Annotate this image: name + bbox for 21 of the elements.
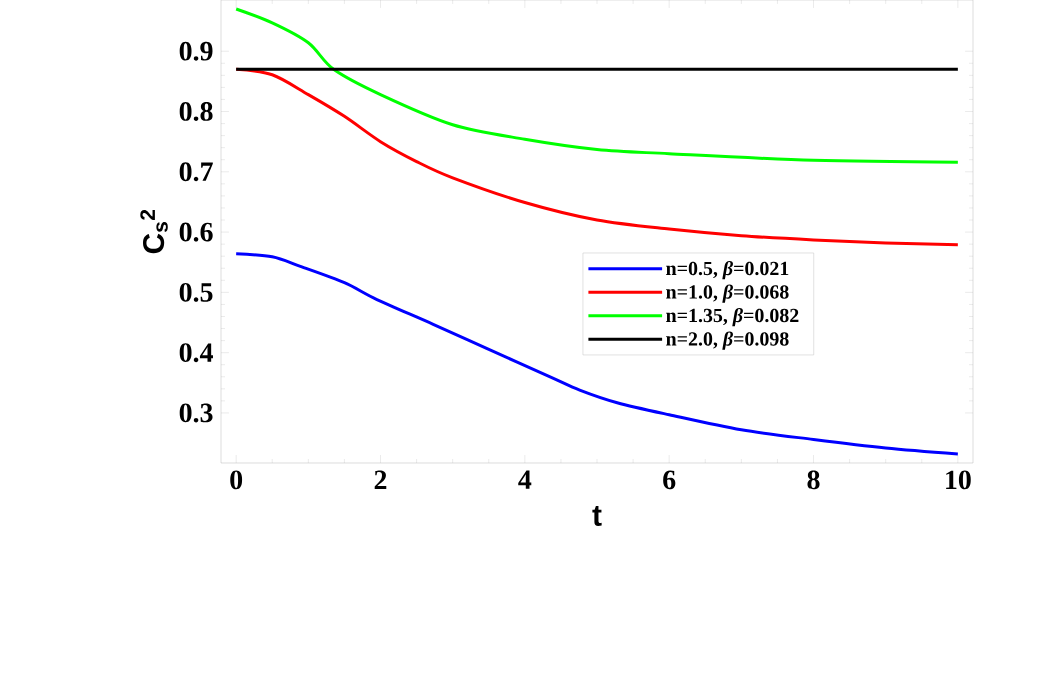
legend-label: n=2.0, β=0.098 xyxy=(666,331,789,350)
x-tick-label: 6 xyxy=(663,470,676,490)
line-series xyxy=(234,7,960,164)
y-tick-label: 0.8 xyxy=(179,102,213,121)
x-tick-label: 8 xyxy=(807,470,820,490)
legend-label: n=1.0, β=0.068 xyxy=(666,284,789,303)
x-tick-label: 4 xyxy=(518,470,532,489)
x-tick-label: 0 xyxy=(230,470,243,490)
y-tick-label: 0.9 xyxy=(179,41,213,61)
x-axis-title: t xyxy=(592,506,602,526)
line-series xyxy=(234,252,960,456)
y-tick-label: 0.7 xyxy=(179,162,213,182)
y-tick-label: 0.4 xyxy=(179,343,213,363)
legend-label: n=1.35, β=0.082 xyxy=(666,307,799,327)
y-tick-label: 0.6 xyxy=(179,222,213,242)
legend-label: n=0.5, β=0.021 xyxy=(666,260,789,280)
y-tick-label: 0.5 xyxy=(179,282,213,302)
y-axis-title: C$_{s}$2 xyxy=(140,209,168,254)
x-tick-label: 10 xyxy=(946,470,971,490)
x-tick-label: 2 xyxy=(374,470,387,489)
y-tick-label: 0.3 xyxy=(179,403,213,423)
